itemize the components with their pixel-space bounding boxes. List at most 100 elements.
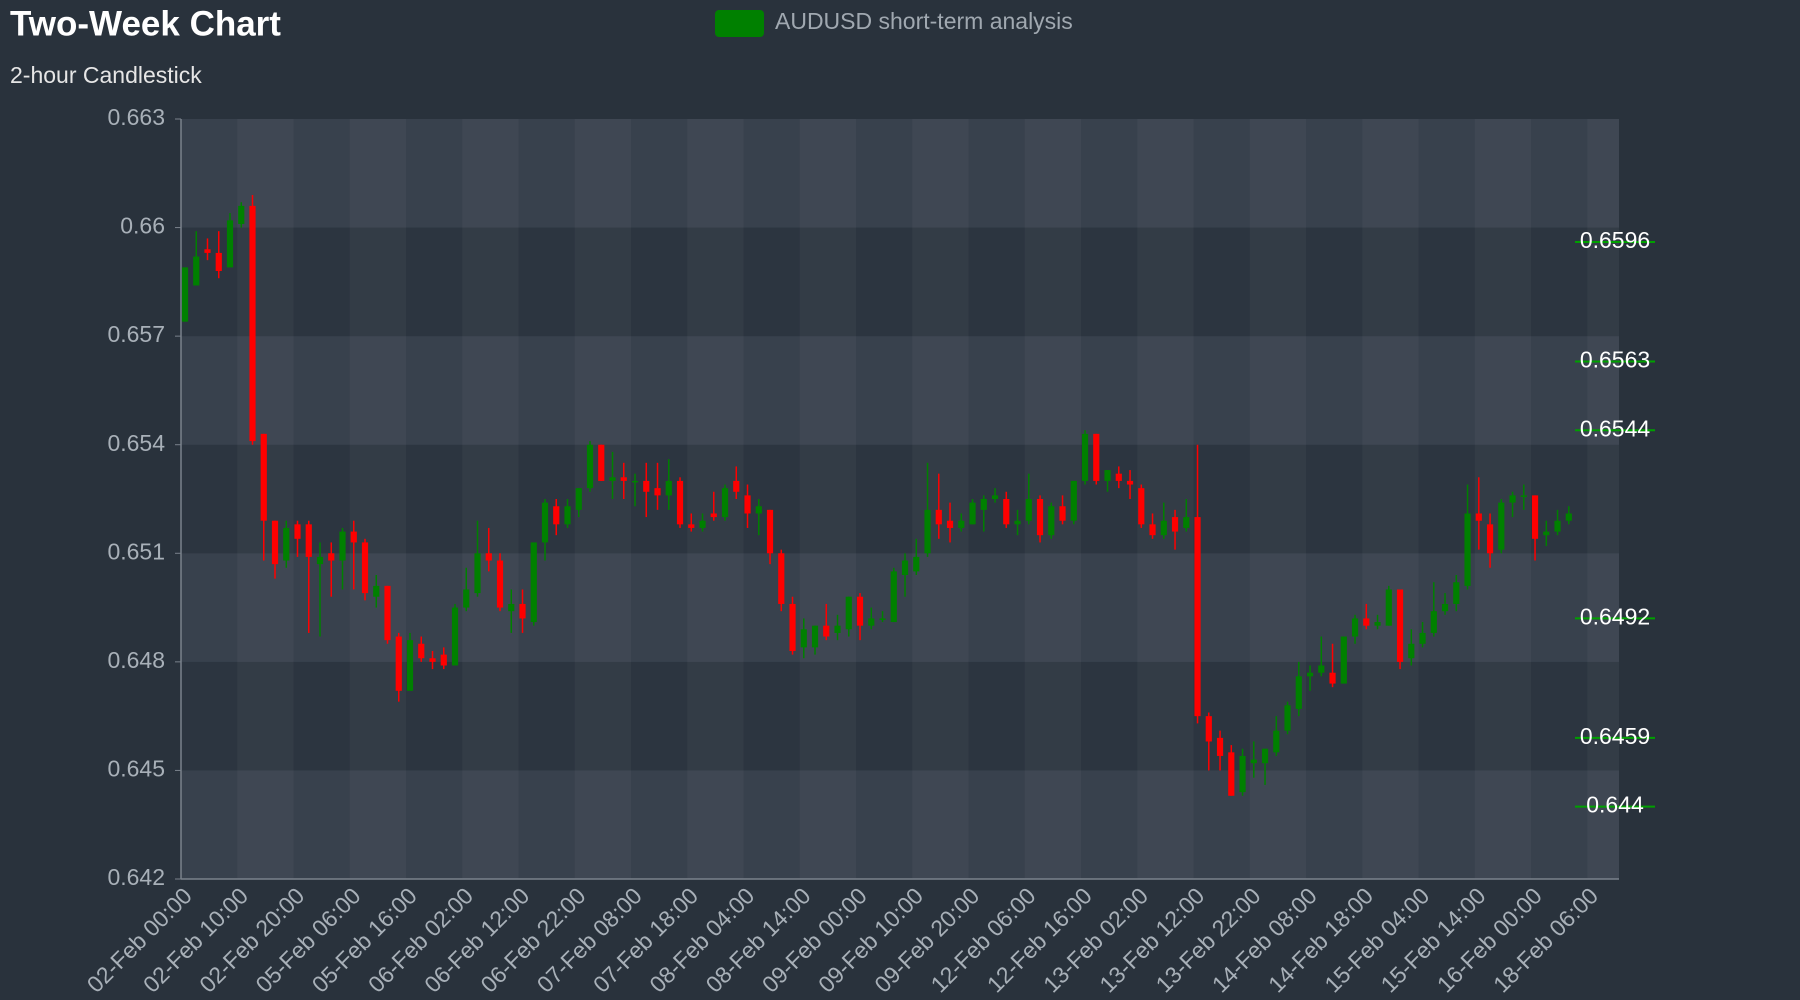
candle-body (710, 513, 717, 518)
candle-body (766, 509, 774, 554)
candle-body (800, 629, 807, 648)
candle-body (1160, 520, 1167, 536)
candle-body (609, 477, 616, 481)
candle-body (1284, 705, 1291, 731)
candle-body (519, 603, 526, 619)
plot-band (181, 227, 1619, 337)
candle-body (901, 560, 909, 575)
candle-body (1374, 622, 1381, 626)
candle-body (688, 524, 695, 528)
column-band (912, 119, 968, 879)
candle-body (1430, 611, 1437, 633)
level-label: 0.644 (1586, 792, 1644, 818)
column-band (462, 119, 518, 879)
candle-body (676, 480, 684, 525)
candle-body (1205, 716, 1212, 742)
candle-body (665, 480, 672, 496)
candle-body (429, 658, 436, 662)
candle-body (553, 506, 560, 525)
candle-body (1509, 495, 1516, 503)
candle-body (778, 553, 785, 604)
y-tick-label: 0.657 (107, 321, 165, 347)
column-band (800, 119, 856, 879)
candle-body (1295, 676, 1302, 709)
candle-body (1048, 506, 1055, 536)
candle-body (316, 556, 324, 565)
candle-body (1441, 603, 1449, 612)
candle-body (1340, 636, 1347, 684)
candle-body (1486, 524, 1494, 554)
candle-body (496, 560, 504, 608)
candle-body (1081, 433, 1089, 481)
candle-body (1329, 672, 1336, 684)
legend: AUDUSD short-term analysis (715, 8, 1073, 37)
candle-body (575, 488, 582, 510)
candle-body (1014, 520, 1021, 525)
candle-body (406, 640, 414, 691)
candle-body (643, 480, 650, 492)
candle-body (271, 520, 279, 565)
candle-body (868, 618, 875, 626)
y-tick-label: 0.642 (107, 864, 165, 890)
y-tick-label: 0.654 (107, 430, 165, 456)
candle-body (193, 256, 200, 286)
candle-body (823, 625, 830, 637)
candle-body (181, 267, 189, 322)
candle-body (1565, 513, 1572, 521)
candle-body (721, 488, 729, 518)
candle-body (1138, 488, 1145, 525)
candle-body (1036, 499, 1044, 536)
candle-body (654, 488, 661, 496)
y-tick-label: 0.648 (107, 647, 165, 673)
column-band (1137, 119, 1193, 879)
candle-body (811, 625, 819, 648)
candle-body (1520, 495, 1527, 497)
candle-body (1273, 730, 1280, 753)
candle-body (530, 542, 537, 623)
candle-body (1419, 632, 1426, 644)
candle-body (395, 636, 402, 691)
y-tick-label: 0.651 (107, 538, 165, 564)
candle-body (699, 520, 706, 528)
plot-band (181, 444, 1619, 554)
candle-body (1093, 433, 1100, 481)
candle-body (350, 531, 357, 543)
candle-body (1408, 643, 1415, 659)
plot-band (181, 661, 1619, 771)
candle-body (474, 553, 481, 594)
y-tick-label: 0.645 (107, 756, 165, 782)
candle-body (1385, 589, 1392, 626)
column-band (350, 119, 406, 879)
candle-body (463, 589, 470, 608)
y-tick-label: 0.663 (107, 104, 165, 130)
candle-body (328, 553, 335, 561)
level-label: 0.6459 (1580, 723, 1650, 749)
level-label: 0.6596 (1580, 227, 1650, 253)
candle-body (1464, 513, 1471, 586)
candle-body (1171, 517, 1179, 532)
candle-body (879, 618, 886, 620)
candle-body (924, 509, 931, 554)
candle-body (564, 506, 571, 525)
candle-body (226, 220, 234, 268)
candle-body (733, 480, 740, 492)
chart-subtitle: 2-hour Candlestick (10, 62, 202, 88)
candle-body (1351, 618, 1359, 637)
candle-body (1543, 531, 1550, 536)
plot-band (181, 770, 1619, 879)
candle-body (620, 477, 627, 481)
column-band (1475, 119, 1531, 879)
candle-body (1059, 506, 1066, 521)
column-band (575, 119, 631, 879)
column-band (1250, 119, 1306, 879)
candle-body (1104, 470, 1111, 481)
candle-body (845, 596, 852, 630)
candle-body (339, 531, 346, 561)
candle-body (283, 527, 290, 561)
candle-body (1025, 499, 1032, 521)
candle-body (215, 252, 222, 271)
candle-body (991, 495, 999, 499)
level-label: 0.6563 (1580, 347, 1650, 373)
candle-body (1475, 513, 1482, 521)
candle-body (384, 585, 391, 641)
